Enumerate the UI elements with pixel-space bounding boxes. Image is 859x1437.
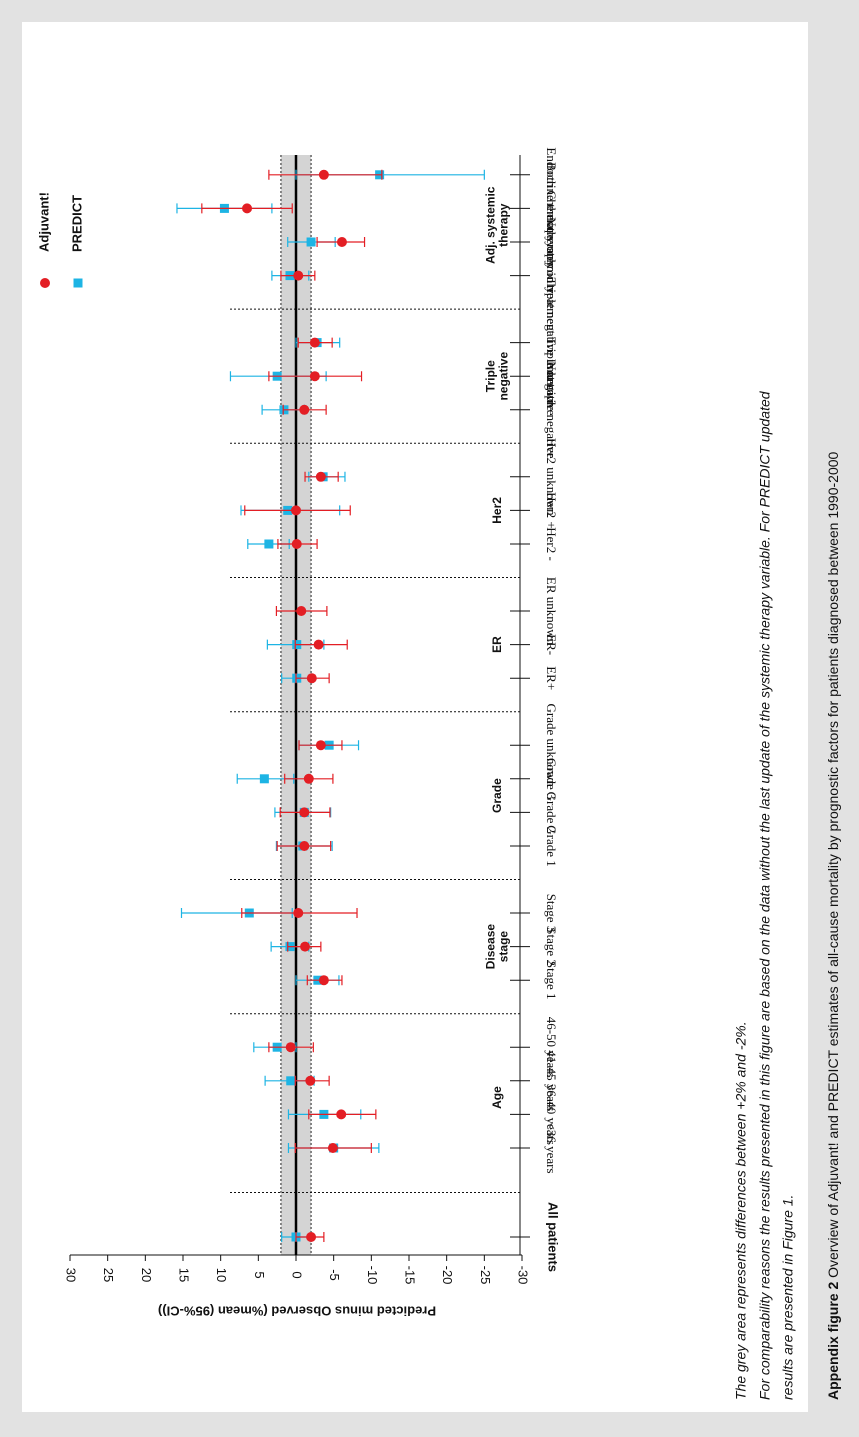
note: results are presented in Figure 1. bbox=[780, 1195, 796, 1400]
caption-text: Overview of Adjuvant! and PREDICT estima… bbox=[825, 451, 841, 1281]
point bbox=[306, 1232, 317, 1242]
category-label: Grade unknown bbox=[544, 703, 559, 787]
note: The grey area represents differences bet… bbox=[733, 1021, 749, 1400]
point bbox=[306, 237, 316, 247]
point bbox=[286, 1076, 296, 1086]
caption-label: Appendix figure 2 bbox=[825, 1282, 841, 1400]
category-label: Stage 3 bbox=[544, 894, 559, 933]
legend-marker bbox=[40, 278, 50, 288]
point bbox=[336, 237, 347, 247]
point bbox=[300, 941, 311, 952]
category-label: Grade 2 bbox=[544, 792, 559, 834]
point bbox=[318, 169, 329, 180]
point bbox=[293, 908, 304, 918]
x-tick-label: 5 bbox=[252, 1271, 267, 1278]
point bbox=[299, 404, 310, 415]
point bbox=[306, 673, 317, 684]
point bbox=[293, 270, 304, 281]
group-label: Adj. systemic bbox=[484, 186, 498, 264]
x-tick-label: 20 bbox=[139, 1268, 154, 1282]
category-label: ER unknown bbox=[544, 577, 559, 646]
point bbox=[291, 505, 301, 516]
point bbox=[315, 471, 326, 482]
x-tick-label: 30 bbox=[64, 1268, 79, 1282]
category-label: Grade 3 bbox=[544, 758, 559, 800]
category-label: 41-45 years bbox=[544, 1050, 559, 1111]
category-label: Stage 1 bbox=[544, 961, 559, 1000]
point bbox=[315, 740, 326, 751]
category-label: Endocrine therapy only bbox=[544, 147, 559, 270]
legend-label: PREDICT bbox=[69, 195, 84, 252]
category-label: 36-40 years bbox=[544, 1084, 559, 1145]
group-label: Disease bbox=[484, 924, 498, 970]
group-label: Age bbox=[490, 1086, 504, 1109]
point bbox=[285, 1042, 296, 1053]
group-label: negative bbox=[497, 352, 511, 401]
category-label: Her2 + bbox=[544, 492, 559, 529]
point bbox=[291, 539, 302, 549]
category-label: Triple negative bbox=[544, 337, 559, 416]
category-label: 46-50 years bbox=[544, 1017, 559, 1078]
x-tick-label: 25 bbox=[101, 1268, 116, 1282]
group-label: Her2 bbox=[490, 497, 504, 524]
point bbox=[327, 1143, 338, 1153]
group-label: Grade bbox=[490, 778, 504, 813]
panel bbox=[22, 22, 808, 1412]
group-label: therapy bbox=[497, 203, 511, 247]
caption: Appendix figure 2 Overview of Adjuvant! … bbox=[825, 451, 841, 1400]
x-tick-label: -30 bbox=[516, 1266, 531, 1285]
group-label: ER bbox=[490, 636, 504, 653]
category-label: All patients bbox=[546, 1202, 561, 1272]
point bbox=[299, 841, 310, 851]
category-label: Grade 1 bbox=[544, 825, 559, 867]
x-tick-label: 15 bbox=[177, 1268, 192, 1282]
legend-label: Adjuvant! bbox=[36, 192, 51, 252]
x-tick-label: -25 bbox=[478, 1266, 493, 1285]
axis-label: Predicted minus Observed (%mean (95%-CI)… bbox=[158, 1304, 436, 1319]
point bbox=[309, 371, 320, 382]
point bbox=[313, 639, 324, 650]
point bbox=[264, 539, 274, 549]
point bbox=[299, 807, 310, 818]
x-tick-label: 0 bbox=[290, 1271, 305, 1278]
note: For comparability reasons the results pr… bbox=[757, 390, 773, 1400]
point bbox=[242, 203, 253, 214]
point bbox=[305, 1075, 316, 1086]
point bbox=[296, 606, 307, 616]
point bbox=[259, 774, 269, 784]
point bbox=[318, 975, 329, 986]
category-label: <36 years bbox=[544, 1122, 559, 1173]
point bbox=[303, 773, 314, 784]
category-label: Not triple negative bbox=[544, 361, 559, 459]
x-tick-label: -5 bbox=[327, 1269, 342, 1281]
category-label: Her2 unknown bbox=[544, 438, 559, 516]
category-label: Both bbox=[544, 162, 559, 188]
category-label: Chemotherapy only bbox=[544, 191, 559, 294]
category-label: Triple negative unknown bbox=[544, 277, 559, 408]
x-tick-label: -10 bbox=[365, 1266, 380, 1285]
category-label: ER+ bbox=[544, 666, 559, 690]
x-tick-label: 10 bbox=[214, 1268, 229, 1282]
group-label: stage bbox=[497, 931, 511, 963]
x-tick-label: -15 bbox=[403, 1266, 418, 1285]
category-label: Stage 2 bbox=[544, 927, 559, 966]
point bbox=[309, 337, 320, 348]
legend-marker bbox=[73, 278, 83, 288]
category-label: Her2 - bbox=[544, 527, 559, 561]
point bbox=[336, 1109, 347, 1120]
x-tick-label: -20 bbox=[440, 1266, 455, 1285]
group-label: Triple bbox=[484, 360, 498, 392]
category-label: No systemic treatment bbox=[544, 217, 559, 334]
category-label: ER- bbox=[544, 634, 559, 655]
